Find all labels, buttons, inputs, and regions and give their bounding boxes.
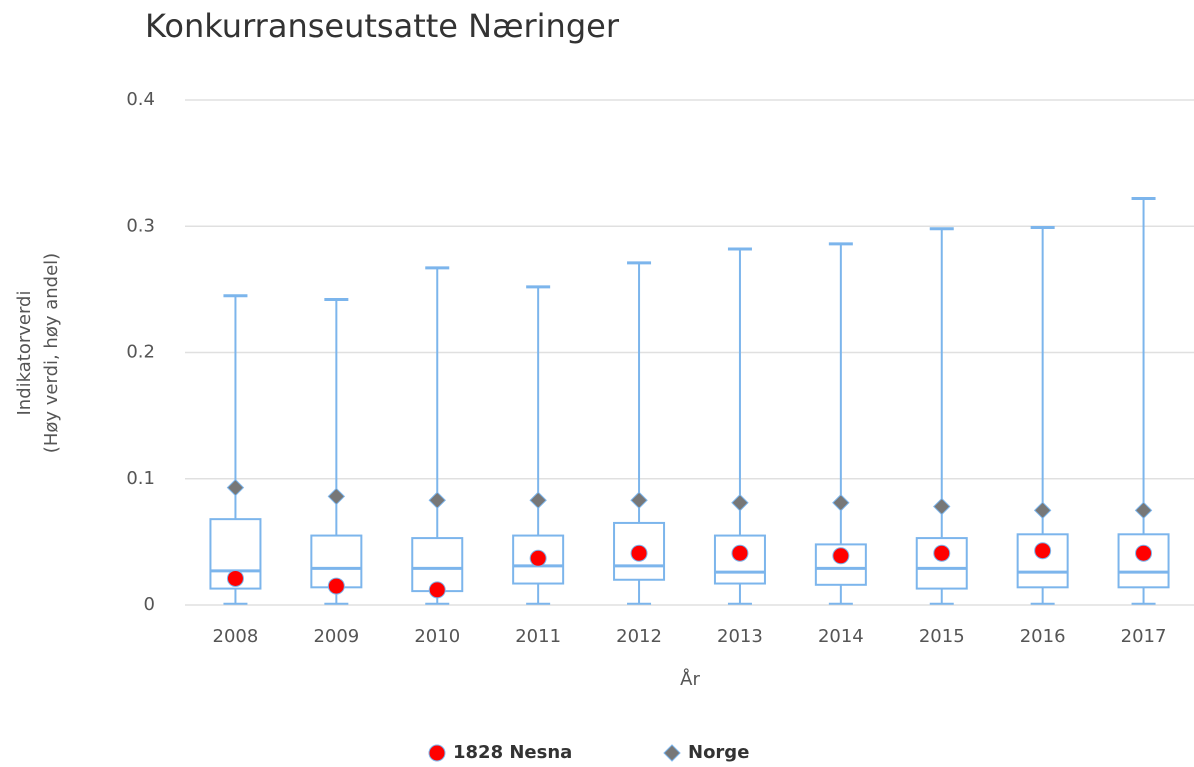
circle-marker <box>327 577 345 595</box>
x-tick-label: 2009 <box>313 626 359 647</box>
diamond-marker <box>529 491 547 509</box>
x-tick-label: 2012 <box>616 626 662 647</box>
diamond-marker <box>226 478 245 497</box>
circle-marker <box>630 544 648 562</box>
x-tick-label: 2017 <box>1121 626 1167 647</box>
circle-marker <box>731 544 749 562</box>
legend-marker <box>663 744 681 762</box>
y-tick-label: 0.1 <box>126 468 155 489</box>
circle-marker <box>1034 542 1052 560</box>
diamond-marker <box>1134 501 1153 520</box>
y-tick-label: 0.4 <box>126 89 155 110</box>
y-tick-label: 0 <box>144 594 155 615</box>
legend-marker <box>428 744 446 762</box>
legend-label: Norge <box>688 742 749 763</box>
x-tick-label: 2008 <box>213 626 259 647</box>
chart-title: Konkurranseutsatte Næringer <box>145 7 620 45</box>
legend-label: 1828 Nesna <box>453 742 572 763</box>
y-axis-label: Indikatorverdi <box>14 291 35 416</box>
diamond-marker <box>630 491 648 509</box>
circle-marker <box>428 581 446 599</box>
diamond-marker <box>327 487 346 506</box>
x-tick-label: 2011 <box>515 626 561 647</box>
diamond-marker <box>428 491 446 509</box>
circle-marker <box>529 549 547 567</box>
y-tick-label: 0.3 <box>126 215 155 236</box>
x-tick-label: 2013 <box>717 626 763 647</box>
circle-marker <box>832 547 850 565</box>
box <box>512 534 565 585</box>
circle-marker <box>226 569 244 587</box>
x-axis-label: År <box>680 668 700 690</box>
diamond-marker <box>832 494 850 512</box>
x-tick-label: 2010 <box>414 626 460 647</box>
y-axis-label: (Høy verdi, høy andel) <box>41 253 62 453</box>
x-tick-label: 2014 <box>818 626 864 647</box>
circle-marker <box>1135 544 1153 562</box>
x-tick-label: 2016 <box>1020 626 1066 647</box>
diamond-marker <box>933 497 951 516</box>
diamond-marker <box>1033 501 1052 520</box>
diamond-marker <box>731 494 749 512</box>
circle-marker <box>933 544 951 562</box>
y-tick-label: 0.2 <box>126 342 155 363</box>
x-tick-label: 2015 <box>919 626 965 647</box>
